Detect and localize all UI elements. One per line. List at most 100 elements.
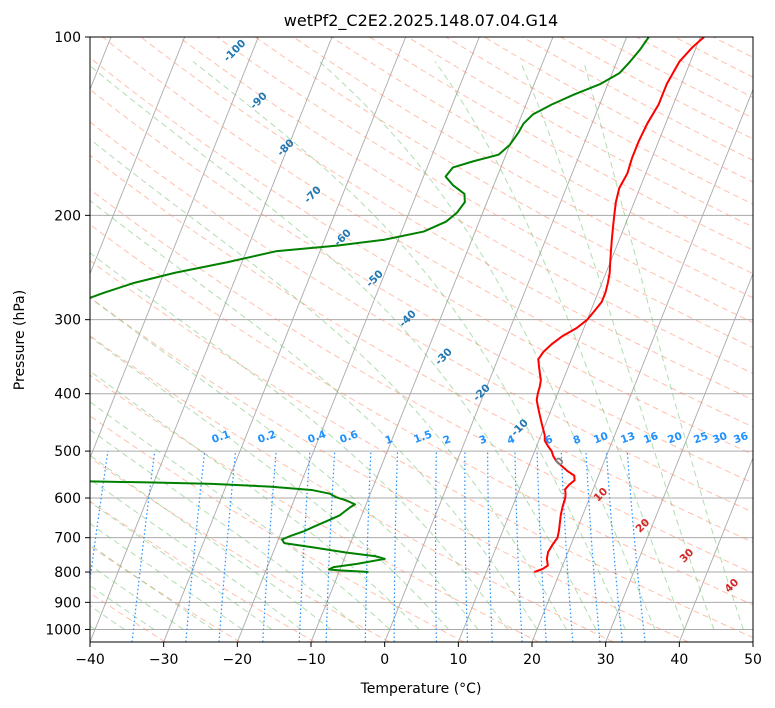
mixing-ratio-label: 30 <box>711 430 729 446</box>
mixing-ratio-label: 4 <box>505 433 516 447</box>
dry-adiabat-label: -20 <box>471 382 493 404</box>
x-tick-label: 0 <box>380 652 389 668</box>
mixing-ratio-line <box>262 451 277 642</box>
x-tick-label: 50 <box>744 652 762 668</box>
mixing-ratio-label: 0.6 <box>338 428 360 446</box>
dry-adiabat-line <box>90 121 753 513</box>
plot-frame <box>89 36 754 643</box>
y-tick-label: 200 <box>54 208 81 224</box>
isotherm-line <box>457 37 701 642</box>
dry-adiabat-label: -30 <box>433 346 455 368</box>
mixing-ratio-line <box>536 451 547 642</box>
y-tick-label: 1000 <box>45 622 81 638</box>
dry-adiabat-line <box>178 37 753 375</box>
dry-adiabat-line <box>522 37 753 161</box>
y-tick-label: 700 <box>54 531 81 547</box>
dry-adiabat-line <box>90 545 241 642</box>
x-tick-label: 20 <box>523 652 541 668</box>
dry-adiabat-label: -40 <box>397 308 419 330</box>
y-tick-label: 300 <box>54 313 81 329</box>
mixing-ratio-label: 1.5 <box>412 428 434 446</box>
mixing-ratio-line <box>218 451 237 642</box>
dry-adiabat-line <box>751 37 753 39</box>
mixing-ratio-label: 0.4 <box>306 428 328 446</box>
dry-adiabat-line <box>254 37 753 324</box>
y-tick-label: 900 <box>54 595 81 611</box>
dry-adiabat-line <box>483 37 753 183</box>
mixing-ratio-label: 36 <box>732 430 750 446</box>
y-tick-label: 500 <box>54 444 81 460</box>
mixing-ratio-line <box>434 451 438 642</box>
dry-adiabat-line <box>445 37 753 205</box>
moist-adiabat-line <box>519 61 715 630</box>
dry-adiabat-line <box>90 223 753 606</box>
moist-adiabat-line <box>90 429 361 630</box>
x-tick-label: 30 <box>597 652 615 668</box>
mixing-ratio-line <box>626 451 646 642</box>
dry-adiabat-line <box>560 37 753 140</box>
dry-adiabat-label: -100 <box>221 37 248 64</box>
dry-adiabat-line <box>331 37 753 275</box>
moist-adiabat-line <box>434 61 685 630</box>
dry-adiabat-line <box>90 188 753 574</box>
x-tick-label: 10 <box>449 652 467 668</box>
dry-adiabat-line <box>140 37 753 401</box>
plot-area: -100-90-80-70-60-50-40-30-20-10010203040… <box>90 37 753 642</box>
dry-adiabat-line <box>90 335 614 642</box>
mixing-ratio-label: 13 <box>619 430 637 446</box>
mixing-ratio-label: 0.1 <box>210 428 232 446</box>
x-axis: −40 −30 −20 −10 0 10 20 30 40 50 <box>75 642 762 668</box>
isotherm-line <box>236 37 480 642</box>
isotherm-line <box>605 272 753 642</box>
moist-adiabat-line <box>583 61 744 630</box>
dry-adiabat-line <box>90 57 753 456</box>
mixing-ratio-label: 16 <box>642 430 660 446</box>
dry-adiabat-line <box>293 37 753 299</box>
mixing-ratio-line <box>90 451 109 584</box>
temperature-trace <box>533 37 705 573</box>
moist-adiabat-line <box>90 252 508 630</box>
moist-adiabat-line <box>192 61 626 630</box>
mixing-ratio-line <box>560 451 574 642</box>
mixing-ratio-label: 0.2 <box>256 428 278 446</box>
moist-adiabat-line <box>90 401 391 630</box>
moist-adiabat-line <box>90 544 214 630</box>
y-tick-label: 100 <box>54 30 81 46</box>
mixing-ratio-label: 3 <box>477 433 488 447</box>
mixing-ratio-label: 25 <box>692 430 710 446</box>
isotherm-line <box>90 37 259 460</box>
x-axis-label: Temperature (°C) <box>360 681 482 697</box>
isotherm-line <box>90 37 186 275</box>
isotherm-line <box>310 37 554 642</box>
y-tick-label: 800 <box>54 565 81 581</box>
isotherm-line <box>384 37 628 642</box>
moist-adiabat-line <box>318 61 656 630</box>
isotherm-line <box>531 88 753 642</box>
mixing-ratio-label: 2 <box>441 433 452 447</box>
x-tick-label: −10 <box>296 652 326 668</box>
mixing-ratio-label: 6 <box>543 433 554 447</box>
x-tick-label: −40 <box>75 652 105 668</box>
moist-adiabat-label: 0 <box>553 455 567 469</box>
mixing-ratio-label: 20 <box>666 430 684 446</box>
isotherm-line <box>90 37 333 642</box>
mixing-ratio-label: 8 <box>571 433 582 447</box>
mixing-ratio-label: 10 <box>592 430 610 446</box>
moist-adiabat-line <box>90 199 538 630</box>
moist-adiabat-label: 30 <box>677 546 696 565</box>
dry-adiabat-line <box>90 457 390 642</box>
isotherm-line <box>752 640 753 642</box>
dry-adiabat-line <box>369 37 753 251</box>
isotherm-line <box>678 456 753 642</box>
dry-adiabat-line <box>90 88 753 484</box>
moist-adiabat-line <box>90 297 479 630</box>
mixing-ratio-line <box>131 451 156 642</box>
chart-title: wetPf2_C2E2.2025.148.07.04.G14 <box>284 11 558 31</box>
dry-adiabat-line <box>90 500 315 642</box>
moist-adiabat-line <box>90 564 184 630</box>
moist-adiabat-line <box>90 501 273 630</box>
moist-adiabat-line <box>90 478 302 630</box>
mixing-ratio-line <box>364 451 372 642</box>
mixing-ratio-line <box>487 451 493 642</box>
